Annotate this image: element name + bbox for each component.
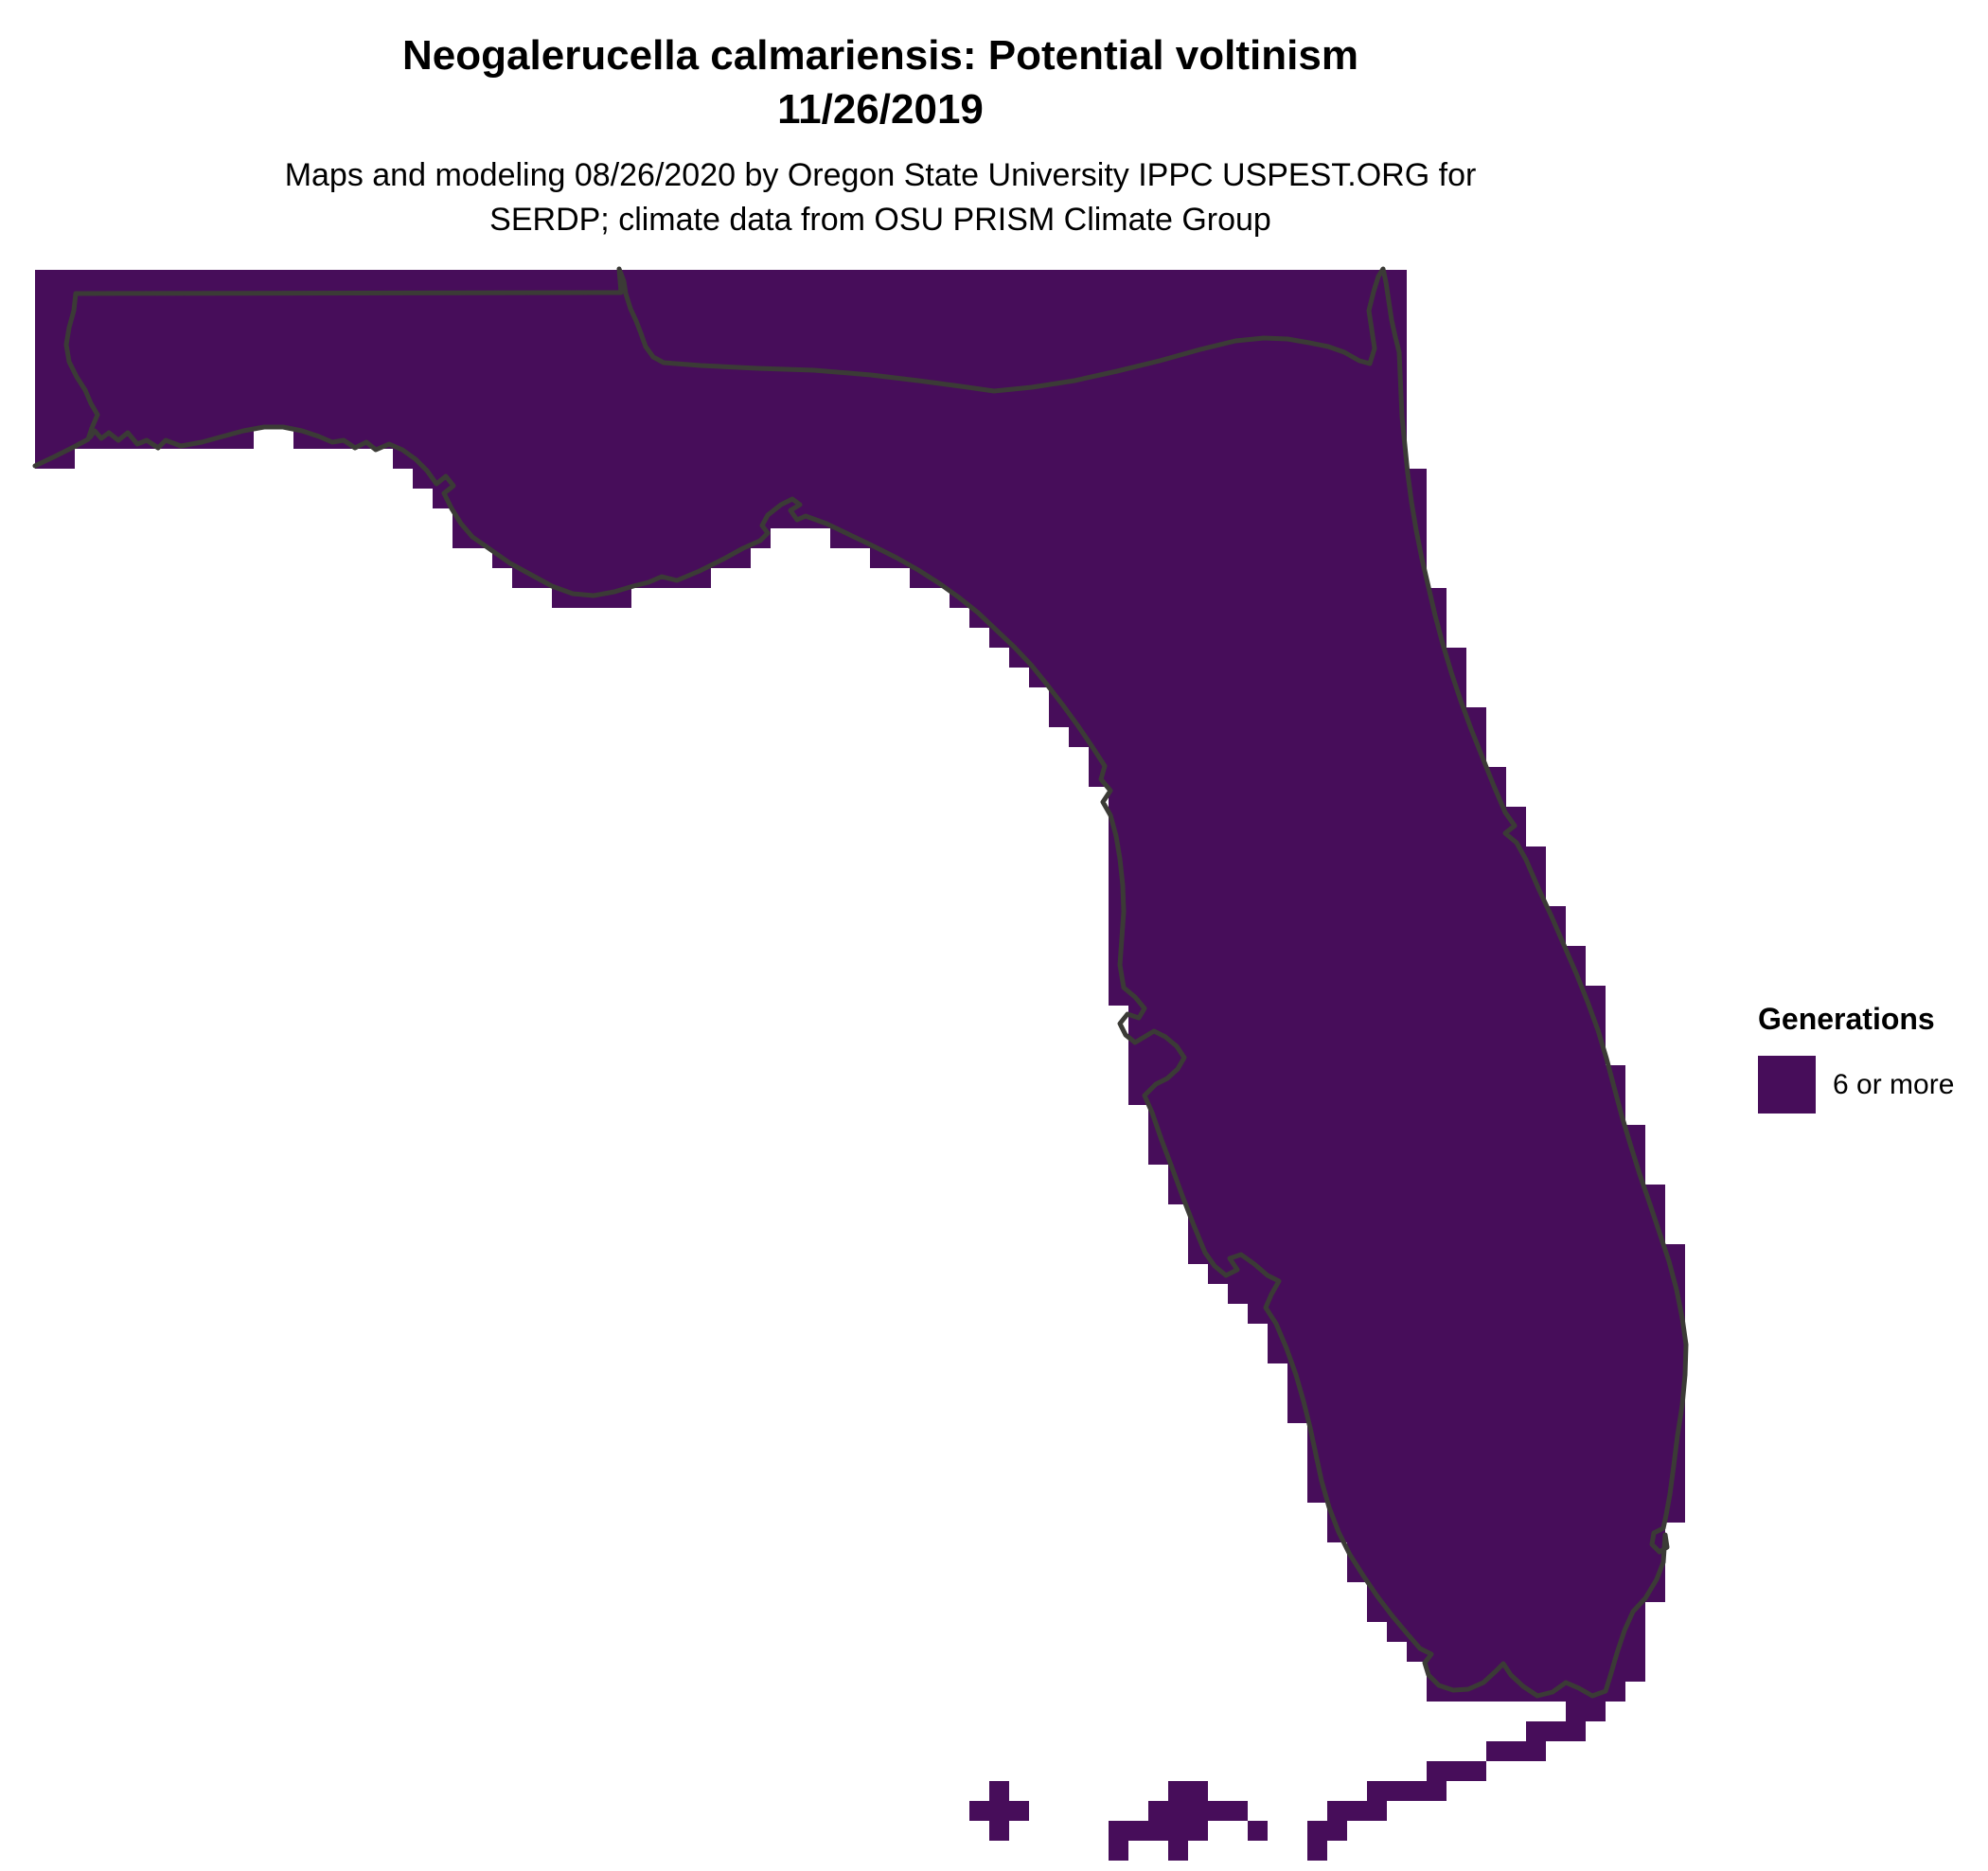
map-subtitle-line1: Maps and modeling 08/26/2020 by Oregon S… bbox=[284, 157, 1477, 193]
map-title-line2: 11/26/2019 bbox=[777, 86, 984, 133]
map-subtitle: Maps and modeling 08/26/2020 by Oregon S… bbox=[0, 153, 1761, 242]
legend-item-label: 6 or more bbox=[1833, 1068, 1955, 1100]
map-subtitle-line2: SERDP; climate data from OSU PRISM Clima… bbox=[489, 202, 1271, 238]
legend: Generations 6 or more bbox=[1758, 1002, 1985, 1114]
map-title-line1: Neogalerucella calmariensis: Potential v… bbox=[402, 32, 1358, 79]
state-boundary-outline bbox=[32, 266, 1689, 1699]
legend-swatch bbox=[1758, 1056, 1816, 1114]
legend-item: 6 or more bbox=[1758, 1056, 1985, 1114]
map-title: Neogalerucella calmariensis: Potential v… bbox=[0, 28, 1761, 136]
legend-title: Generations bbox=[1758, 1002, 1935, 1036]
raster-layer bbox=[35, 270, 1685, 1861]
